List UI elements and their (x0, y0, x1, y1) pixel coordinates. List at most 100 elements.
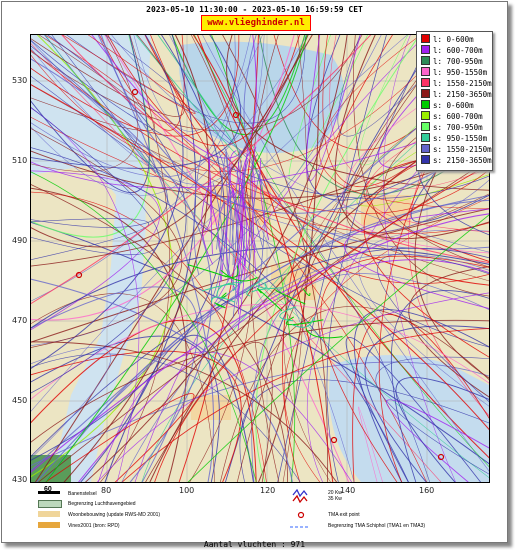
scale-label: 60 (44, 486, 52, 493)
flight-track (31, 353, 301, 482)
flight-track (31, 170, 160, 331)
legend-item: l: 700-950m (421, 56, 483, 66)
flight-track (377, 254, 489, 402)
flight-track (154, 163, 489, 482)
flight-track (31, 84, 489, 431)
flight-track (31, 35, 225, 461)
flight-track (31, 45, 168, 228)
flight-track (31, 35, 150, 194)
housing-swatch (38, 511, 60, 517)
vinex-swatch (38, 522, 60, 528)
flight-track (193, 154, 202, 275)
flight-track (251, 287, 282, 293)
flight-track (31, 107, 140, 482)
flight-track (31, 286, 199, 482)
flight-track (192, 35, 334, 482)
flight-track (329, 35, 489, 190)
vinex-label: Vinex2001 (bron: RPD) (68, 523, 120, 529)
altitude-legend: l: 0-600m l: 600-700m l: 700-950m l: 950… (416, 31, 493, 171)
map-canvas (31, 35, 489, 482)
flight-track (121, 253, 489, 482)
flight-track (31, 116, 489, 234)
flight-track (225, 190, 232, 275)
flight-track (236, 172, 246, 305)
green-area (31, 455, 71, 482)
map-legend: 60 Banenstelsel Begrenzing Luchthavengeb… (30, 485, 488, 538)
flight-track (202, 283, 237, 292)
flight-track (31, 213, 489, 473)
legend-swatch (421, 111, 430, 120)
flight-track (209, 157, 213, 255)
legend-item: s: 950-1550m (421, 133, 487, 143)
flight-track (36, 199, 489, 482)
flight-track (31, 107, 160, 256)
legend-swatch (421, 45, 430, 54)
flight-track (250, 154, 264, 249)
flight-track (34, 35, 313, 482)
flight-track (257, 35, 320, 482)
flight-track (31, 341, 337, 482)
tma-boundary-label: Begrenzing TMA Schiphol (TMA1 en TMA3) (328, 523, 426, 529)
legend-item: s: 0-600m (421, 100, 474, 110)
flight-track (31, 221, 489, 465)
flight-track (135, 35, 242, 159)
flight-track (31, 35, 251, 196)
legend-swatch (421, 155, 430, 164)
flight-track (31, 35, 139, 172)
legend-swatch (421, 89, 430, 98)
flight-track (31, 35, 363, 132)
wind-label-1: 20 Kw (328, 490, 342, 496)
flight-track (246, 278, 264, 297)
flight-track (31, 218, 149, 261)
flight-track (31, 35, 456, 172)
flight-track (104, 35, 430, 482)
site-badge[interactable]: www.vlieghinder.nl (201, 15, 311, 31)
flight-track (45, 35, 308, 482)
flight-track (320, 255, 489, 482)
flight-track (203, 148, 212, 232)
airport-boundary-swatch (38, 500, 62, 508)
flight-track (220, 269, 258, 282)
flight-track (319, 35, 489, 209)
flight-track (241, 149, 256, 253)
flight-track (345, 35, 489, 234)
flight-track (395, 377, 489, 482)
flight-track (38, 158, 489, 482)
legend-swatch (421, 34, 430, 43)
runways-label: Banenstelsel (68, 491, 97, 497)
flight-track (134, 35, 427, 482)
x-tick: 160 (419, 486, 435, 495)
flight-track (44, 393, 195, 482)
time-range-title: 2023-05-10 11:30:00 - 2023-05-10 16:59:5… (146, 5, 363, 14)
flight-track (31, 335, 220, 482)
flight-track (239, 190, 252, 278)
flight-track (214, 302, 226, 309)
x-tick: 120 (260, 486, 276, 495)
flight-track (44, 35, 156, 174)
legend-item: l: 1550-2150m (421, 78, 492, 88)
flight-track (31, 35, 308, 302)
flight-track (211, 296, 236, 303)
flight-track (383, 35, 456, 482)
flight-track (211, 35, 296, 482)
flight-track (252, 173, 269, 268)
flight-track (84, 35, 348, 482)
flight-track (229, 150, 244, 233)
flight-track (31, 35, 295, 321)
flight-track (31, 147, 409, 482)
flight-track (390, 290, 489, 482)
flight-track (121, 328, 489, 482)
x-tick: 100 (179, 486, 195, 495)
flight-track (31, 40, 489, 235)
flight-track (31, 350, 242, 482)
flight-track (231, 150, 241, 249)
urban-area (191, 395, 231, 420)
flight-track (31, 171, 257, 482)
flight-track (31, 35, 185, 117)
flight-track (326, 35, 434, 482)
flight-track (189, 35, 254, 482)
y-tick: 450 (12, 396, 28, 405)
flight-track (145, 341, 273, 482)
wind-icon (292, 489, 308, 503)
